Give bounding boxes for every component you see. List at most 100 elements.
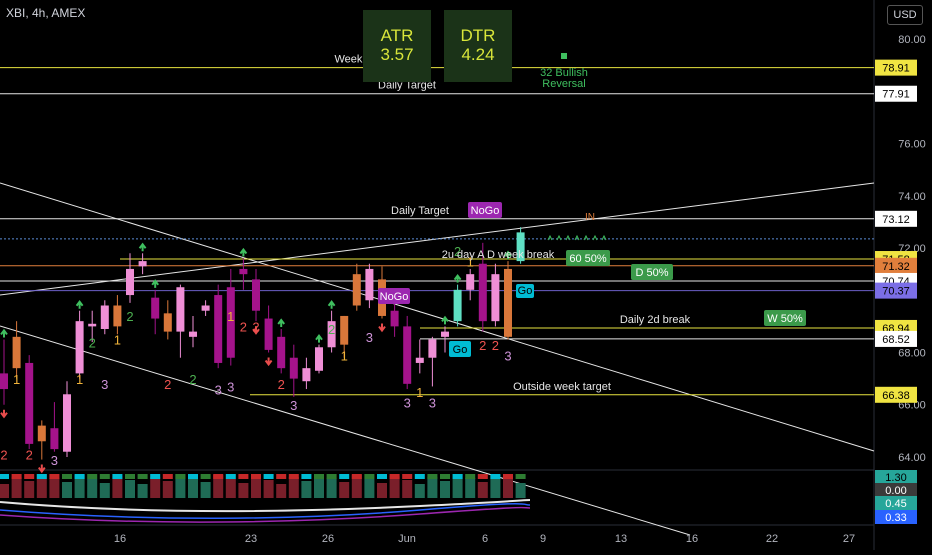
candle-body-26[interactable] <box>327 321 336 348</box>
count-label-9: 2 <box>164 377 171 392</box>
candle-body-36[interactable] <box>453 289 462 322</box>
candle-body-40[interactable] <box>504 268 512 337</box>
currency-button[interactable]: USD <box>887 5 923 25</box>
panel-label-bg-0 <box>875 470 917 484</box>
badge-60-50-bg <box>566 250 610 266</box>
candle-body-39[interactable] <box>491 274 500 322</box>
candle-body-8[interactable] <box>100 305 109 330</box>
candle-body-4[interactable] <box>50 428 59 450</box>
candle-body-20[interactable] <box>252 279 260 311</box>
badge-d-50: D 50% <box>635 267 668 279</box>
candle-body-2[interactable] <box>25 362 34 444</box>
go-badge-2-bg <box>516 284 534 298</box>
count-label-3: 3 <box>51 453 58 468</box>
x-tick-9: 27 <box>843 533 855 545</box>
count-label-15: 3 <box>227 380 234 395</box>
signal-dot-17 <box>213 474 224 479</box>
signal-dot-2 <box>24 474 35 479</box>
arrow-up-7 <box>327 300 336 309</box>
count-label-7: 1 <box>114 333 121 348</box>
signal-dot-30 <box>377 474 387 479</box>
candle-body-37[interactable] <box>466 274 475 290</box>
nogo-badge-mid-bg <box>378 288 410 304</box>
candle-body-7[interactable] <box>88 323 97 327</box>
signal-dot-41 <box>515 474 526 479</box>
candle-body-3[interactable] <box>37 425 46 442</box>
candle-body-25[interactable] <box>315 347 323 371</box>
badge-60-50: 60 50% <box>569 253 607 265</box>
panel-label-0: 1.30 <box>885 472 906 484</box>
candle-body-11[interactable] <box>138 261 147 267</box>
arrow-down-0 <box>0 409 8 419</box>
candle-body-22[interactable] <box>277 336 286 369</box>
panel-label-bg-1 <box>875 483 917 497</box>
candle-body-13[interactable] <box>163 313 172 332</box>
candle-body-33[interactable] <box>415 357 424 363</box>
signal-dot-26 <box>326 474 337 479</box>
candle-body-6[interactable] <box>75 321 84 374</box>
price-label-bg-9 <box>875 386 917 403</box>
arrow-up-8 <box>441 315 449 325</box>
candle-body-24[interactable] <box>302 368 311 382</box>
candle-body-17[interactable] <box>214 295 223 363</box>
arrow-down-1 <box>38 464 46 474</box>
count-label-20: 3 <box>366 330 373 345</box>
count-label-22: 1 <box>416 385 423 400</box>
count-label-4: 1 <box>76 372 83 387</box>
arrow-up-10 <box>504 250 512 260</box>
candle-body-1[interactable] <box>12 336 21 369</box>
panel-label-3: 0.33 <box>885 512 906 524</box>
candle-body-10[interactable] <box>126 268 134 296</box>
candle-body-21[interactable] <box>264 318 273 350</box>
mini-arrow-6 <box>601 234 607 241</box>
count-label-19: 1 <box>341 348 348 363</box>
candle-body-31[interactable] <box>390 310 399 327</box>
candle-body-12[interactable] <box>151 297 160 319</box>
nogo-badge-top-bg <box>468 202 502 218</box>
arrow-down-3 <box>264 357 273 367</box>
signal-dot-25 <box>314 474 324 479</box>
indicator-bar-20 <box>251 476 261 498</box>
price-label-6: 70.37 <box>882 286 910 298</box>
candle-body-14[interactable] <box>176 287 185 332</box>
candle-body-41[interactable] <box>516 232 525 262</box>
candle-body-15[interactable] <box>189 331 197 337</box>
indicator-bar-33 <box>414 484 425 498</box>
indicator-bar-6 <box>74 475 85 498</box>
candle-body-38[interactable] <box>478 263 487 322</box>
candle-body-32[interactable] <box>403 326 412 384</box>
atr-label: ATR <box>380 26 414 45</box>
count-label-26: 3 <box>504 348 511 363</box>
candle-body-27[interactable] <box>340 315 349 345</box>
indicator-bar-3 <box>36 474 47 498</box>
signal-dot-39 <box>490 474 501 479</box>
indicator-line-purple <box>0 506 531 523</box>
candle-body-29[interactable] <box>365 268 374 301</box>
signal-dot-32 <box>402 474 413 479</box>
candle-body-35[interactable] <box>441 331 449 337</box>
price-label-bg-1 <box>875 85 917 102</box>
candle-body-18[interactable] <box>226 287 235 358</box>
arrow-up-9 <box>453 273 462 283</box>
signal-dot-13 <box>162 474 173 479</box>
count-label-6: 3 <box>101 377 108 392</box>
price-label-2: 73.12 <box>882 214 910 226</box>
indicator-bar-26 <box>326 478 337 498</box>
candle-body-28[interactable] <box>352 274 361 306</box>
x-tick-4: 6 <box>482 533 488 545</box>
indicator-bar-14 <box>175 474 186 498</box>
candle-body-23[interactable] <box>289 357 298 379</box>
level-label-9: Outside week target <box>513 381 611 393</box>
indicator-bar-23 <box>288 477 299 498</box>
count-label-0: 2 <box>0 448 7 463</box>
candle-body-5[interactable] <box>63 394 71 452</box>
candle-body-34[interactable] <box>428 339 437 358</box>
signal-dot-34 <box>427 474 438 479</box>
candle-body-19[interactable] <box>239 268 248 275</box>
candle-body-16[interactable] <box>201 305 210 311</box>
level-label-2: Daily Target <box>391 205 449 217</box>
candle-body-0[interactable] <box>0 373 8 390</box>
candle-body-9[interactable] <box>113 305 122 327</box>
